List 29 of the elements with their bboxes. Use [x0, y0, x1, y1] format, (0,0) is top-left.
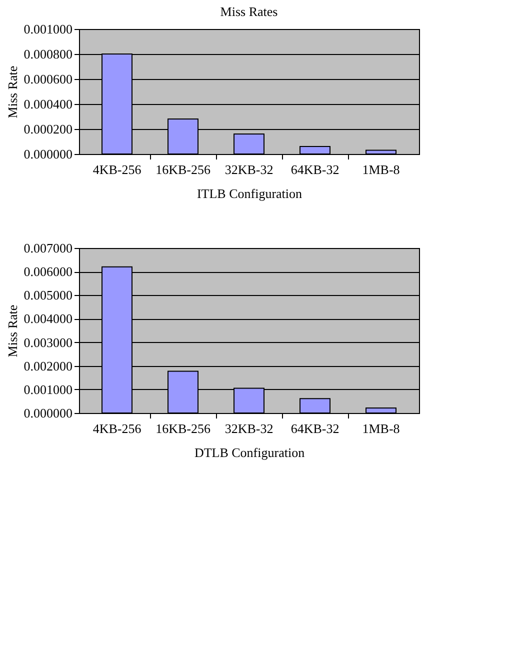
x-tick-label: 64KB-32 — [290, 162, 340, 177]
y-tick-label: 0.000600 — [24, 72, 72, 86]
y-tick-label: 0.006000 — [24, 264, 72, 280]
y-tick-label: 0.007000 — [24, 240, 72, 256]
x-tick-label: 32KB-32 — [224, 162, 274, 177]
y-tick-label: 0.005000 — [24, 288, 72, 303]
x-tick-label: 32KB-32 — [224, 421, 274, 436]
x-tick-label: 64KB-32 — [290, 421, 340, 436]
x-tick-label: 1MB-8 — [362, 421, 400, 436]
y-tick-label: 0.003000 — [24, 334, 72, 350]
x-tick-label: 16KB-256 — [156, 162, 211, 177]
y-tick-label: 0.004000 — [24, 311, 72, 326]
chart-title: Miss Rates — [220, 4, 278, 19]
x-axis-title: ITLB Configuration — [196, 186, 303, 201]
x-tick-label: 4KB-256 — [92, 162, 142, 177]
y-tick-label: 0.000200 — [24, 122, 72, 136]
y-axis-title: Miss Rate — [4, 304, 20, 358]
x-tick-label: 16KB-256 — [156, 421, 211, 436]
y-tick-label: 0.000400 — [24, 96, 72, 112]
x-axis-title: DTLB Configuration — [194, 445, 306, 460]
y-tick-label: 0.000000 — [24, 406, 72, 420]
y-tick-label: 0.000800 — [24, 46, 72, 62]
x-tick-label: 4KB-256 — [92, 421, 142, 436]
x-tick-label: 1MB-8 — [362, 162, 400, 177]
y-tick-label: 0.001000 — [24, 382, 72, 397]
y-axis-title: Miss Rate — [4, 66, 20, 118]
y-tick-label: 0.002000 — [24, 358, 72, 374]
y-tick-label: 0.000000 — [24, 146, 72, 162]
y-tick-label: 0.001000 — [24, 22, 72, 36]
